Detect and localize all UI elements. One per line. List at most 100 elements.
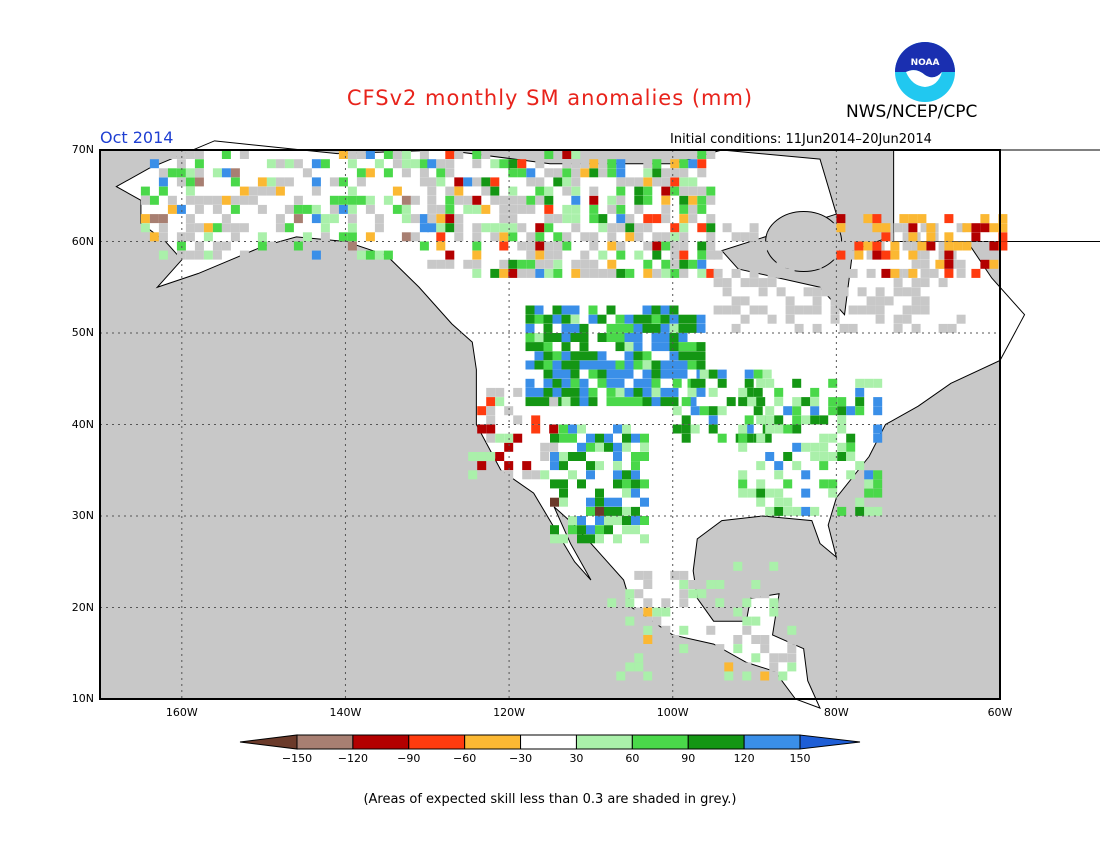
anomaly-cell [589, 259, 599, 269]
anomaly-cell [801, 442, 811, 452]
anomaly-cell [681, 433, 691, 443]
anomaly-cell [508, 186, 518, 196]
anomaly-cell [544, 214, 554, 224]
colorbar-tick-label: 150 [789, 752, 811, 765]
anomaly-cell [392, 159, 402, 169]
anomaly-cells [140, 150, 1008, 681]
anomaly-cell [526, 250, 536, 260]
anomaly-cell [687, 323, 697, 333]
anomaly-cell [586, 506, 595, 516]
anomaly-cell [570, 378, 580, 388]
anomaly-cell [607, 268, 617, 278]
anomaly-cell [634, 223, 644, 233]
colorbar-tick-label: −150 [281, 752, 313, 765]
anomaly-cell [194, 177, 204, 187]
anomaly-cell [544, 204, 554, 214]
anomaly-cell [561, 314, 571, 324]
anomaly-cell [998, 223, 1008, 233]
anomaly-cell [760, 635, 770, 644]
anomaly-cell [731, 268, 741, 278]
anomaly-cell [679, 232, 689, 242]
anomaly-cell [194, 204, 204, 214]
anomaly-cell [499, 259, 509, 269]
anomaly-cell [917, 214, 927, 224]
anomaly-cell [579, 351, 589, 361]
anomaly-cell [625, 214, 635, 224]
anomaly-cell [239, 195, 249, 205]
anomaly-cell [550, 479, 559, 489]
anomaly-cell [616, 150, 626, 159]
anomaly-cell [848, 323, 858, 333]
anomaly-cell [329, 204, 339, 214]
anomaly-cell [911, 287, 921, 297]
anomaly-cell [634, 662, 644, 672]
anomaly-cell [670, 635, 680, 644]
anomaly-cell [776, 287, 786, 297]
anomaly-cell [568, 470, 577, 480]
anomaly-cell [275, 214, 285, 224]
anomaly-cell [517, 268, 527, 278]
anomaly-cell [586, 525, 595, 535]
anomaly-cell [643, 168, 653, 178]
anomaly-cell [517, 195, 527, 205]
anomaly-cell [731, 305, 741, 315]
anomaly-cell [311, 186, 321, 196]
anomaly-cell [899, 214, 909, 224]
anomaly-cell [769, 671, 779, 681]
anomaly-cell [989, 259, 999, 269]
anomaly-cell [846, 406, 856, 416]
anomaly-cell [257, 177, 267, 187]
anomaly-cell [631, 488, 640, 498]
anomaly-cell [724, 561, 734, 571]
anomaly-cell [787, 653, 797, 663]
anomaly-cell [810, 442, 820, 452]
anomaly-cell [230, 232, 240, 242]
anomaly-cell [908, 223, 918, 233]
anomaly-cell [544, 195, 554, 205]
anomaly-cell [427, 214, 437, 224]
anomaly-cell [401, 195, 411, 205]
anomaly-cell [794, 323, 804, 333]
anomaly-cell [194, 159, 204, 169]
anomaly-cell [722, 287, 732, 297]
anomaly-cell [499, 241, 509, 251]
anomaly-cell [873, 506, 883, 516]
anomaly-cell [699, 406, 709, 416]
anomaly-cell [640, 433, 649, 443]
anomaly-cell [419, 177, 429, 187]
anomaly-cell [787, 644, 797, 654]
anomaly-cell [742, 625, 752, 635]
anomaly-cell [744, 415, 754, 425]
anomaly-cell [595, 516, 604, 525]
anomaly-cell [508, 259, 518, 269]
colorbar-swatch [520, 734, 577, 750]
anomaly-cell [920, 296, 930, 306]
anomaly-cell [875, 305, 885, 315]
anomaly-cell [828, 488, 838, 498]
anomaly-cell [642, 369, 652, 379]
anomaly-cell [989, 241, 999, 251]
anomaly-cell [526, 168, 536, 178]
anomaly-cell [828, 397, 838, 407]
anomaly-cell [543, 333, 553, 342]
anomaly-cell [607, 232, 617, 242]
anomaly-cell [837, 506, 847, 516]
anomaly-cell [873, 488, 883, 498]
anomaly-cell [661, 259, 671, 269]
anomaly-cell [873, 433, 883, 443]
anomaly-cell [613, 442, 622, 452]
anomaly-cell [792, 378, 802, 388]
anomaly-cell [544, 250, 554, 260]
anomaly-cell [828, 378, 838, 388]
anomaly-cell [920, 268, 930, 278]
anomaly-cell [631, 479, 640, 489]
anomaly-cell [679, 268, 689, 278]
anomaly-cell [678, 314, 688, 324]
anomaly-cell [738, 433, 748, 443]
anomaly-cell [875, 287, 885, 297]
anomaly-cell [549, 424, 559, 434]
anomaly-cell [902, 305, 912, 315]
anomaly-cell [559, 461, 568, 471]
anomaly-cell [776, 268, 786, 278]
anomaly-cell [855, 497, 865, 507]
